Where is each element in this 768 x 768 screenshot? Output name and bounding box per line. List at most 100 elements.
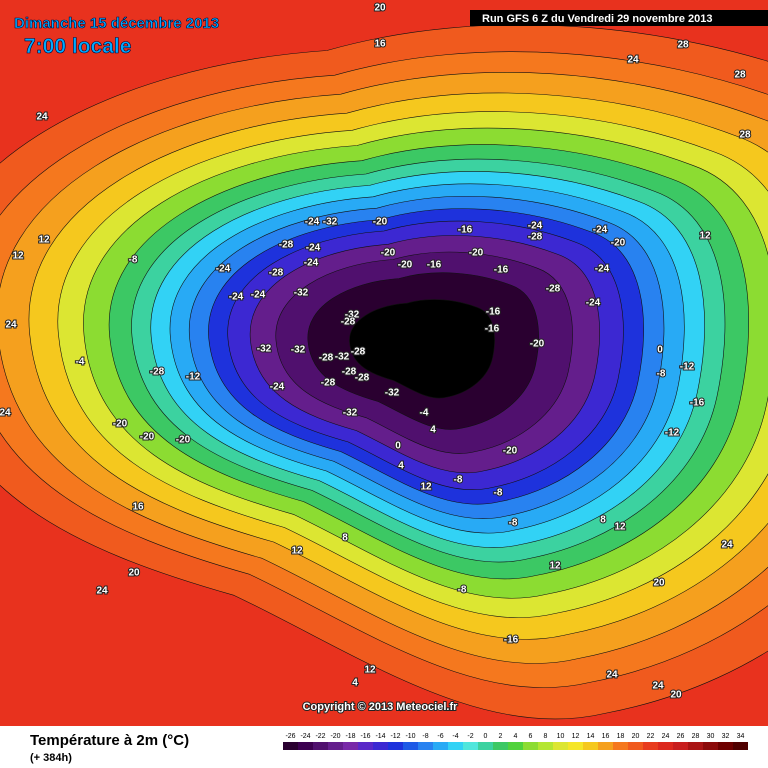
scale-label: 20 [632, 733, 640, 740]
temperature-label: -24 [270, 382, 285, 393]
scale-swatch [703, 742, 718, 750]
scale-label: 0 [484, 733, 488, 740]
scale-label: 24 [662, 733, 670, 740]
temperature-label: -28 [342, 367, 357, 378]
scale-swatch [508, 742, 523, 750]
date-title: Dimanche 15 décembre 2013 [14, 15, 219, 32]
scale-swatch [628, 742, 643, 750]
scale-label: 32 [722, 733, 730, 740]
scale-swatch [433, 742, 448, 750]
temperature-band [349, 299, 495, 399]
scale-label: -2 [467, 733, 473, 740]
temperature-label: -24 [305, 217, 320, 228]
scale-label: 14 [587, 733, 595, 740]
scale-label: 28 [692, 733, 700, 740]
temperature-label: -24 [229, 292, 244, 303]
temperature-label: 20 [670, 690, 682, 701]
temperature-label: -28 [355, 373, 370, 384]
temperature-label: 24 [96, 586, 108, 597]
temperature-label: -28 [528, 232, 543, 243]
temperature-label: -24 [306, 243, 321, 254]
temperature-label: -32 [291, 345, 306, 356]
temperature-label: 12 [699, 231, 711, 242]
scale-swatch [688, 742, 703, 750]
temperature-label: -20 [140, 432, 155, 443]
scale-swatch [613, 742, 628, 750]
temperature-label: -8 [129, 255, 138, 266]
scale-swatch [463, 742, 478, 750]
temperature-label: -32 [335, 352, 350, 363]
scale-swatch [583, 742, 598, 750]
temperature-label: 8 [342, 533, 348, 544]
temperature-label: -24 [304, 258, 319, 269]
temperature-label: -28 [269, 268, 284, 279]
scale-swatch [568, 742, 583, 750]
scale-label: -12 [390, 733, 400, 740]
temperature-label: -8 [657, 369, 666, 380]
temperature-label: -28 [150, 367, 165, 378]
scale-label: -20 [330, 733, 340, 740]
temperature-label: -28 [546, 284, 561, 295]
scale-swatch [448, 742, 463, 750]
temperature-label: -16 [486, 307, 501, 318]
scale-swatch [523, 742, 538, 750]
temperature-label: -20 [373, 217, 388, 228]
scale-label: 34 [737, 733, 745, 740]
scale-swatch [673, 742, 688, 750]
time-title: 7:00 locale [24, 35, 131, 58]
temperature-label: 20 [374, 3, 386, 14]
scale-swatch [298, 742, 313, 750]
temperature-label: -12 [665, 428, 680, 439]
scale-swatch [553, 742, 568, 750]
temperature-label: 12 [364, 665, 376, 676]
scale-swatch [733, 742, 748, 750]
temperature-label: -20 [530, 339, 545, 350]
temperature-label: -12 [186, 372, 201, 383]
temperature-label: 24 [652, 681, 664, 692]
temperature-label: -24 [528, 221, 543, 232]
scale-label: 2 [499, 733, 503, 740]
temperature-label: -28 [319, 353, 334, 364]
temperature-label: -32 [323, 217, 338, 228]
temperature-label: 12 [549, 561, 561, 572]
temperature-label: 24 [0, 408, 11, 419]
color-scale: -26 -24 -22 -20 -18 -16 -14 -12 -10 -8 -6 -4 -2 0 2 4 6 8… [283, 733, 748, 750]
scale-swatch [718, 742, 733, 750]
scale-label: 12 [572, 733, 580, 740]
scale-swatch [343, 742, 358, 750]
scale-swatch [418, 742, 433, 750]
temperature-label: -24 [251, 290, 266, 301]
temperature-label: 0 [657, 345, 663, 356]
temperature-label: -20 [113, 419, 128, 430]
temperature-label: -32 [343, 408, 358, 419]
scale-label: -8 [422, 733, 428, 740]
scale-label: 6 [529, 733, 533, 740]
temperature-label: -8 [509, 518, 518, 529]
temperature-label: -32 [294, 288, 309, 299]
temperature-label: 16 [132, 502, 144, 513]
scale-swatch [643, 742, 658, 750]
scale-label: -4 [452, 733, 458, 740]
scale-label: -18 [345, 733, 355, 740]
temperature-label: -28 [279, 240, 294, 251]
scale-label: 26 [677, 733, 685, 740]
run-box [470, 10, 768, 26]
temperature-label: -16 [494, 265, 509, 276]
scale-swatch [658, 742, 673, 750]
scale-label: 8 [544, 733, 548, 740]
scale-swatch [478, 742, 493, 750]
temperature-label: 8 [600, 515, 606, 526]
scale-label: -24 [300, 733, 310, 740]
temperature-label: -8 [454, 475, 463, 486]
temperature-label: -32 [385, 388, 400, 399]
temperature-label: -20 [469, 248, 484, 259]
scale-swatch [373, 742, 388, 750]
scale-label: -26 [285, 733, 295, 740]
temperature-label: -8 [494, 488, 503, 499]
temperature-fields [0, 24, 768, 720]
temperature-label: 20 [653, 578, 665, 589]
temperature-label: 4 [430, 425, 436, 436]
temperature-label: -4 [420, 408, 429, 419]
